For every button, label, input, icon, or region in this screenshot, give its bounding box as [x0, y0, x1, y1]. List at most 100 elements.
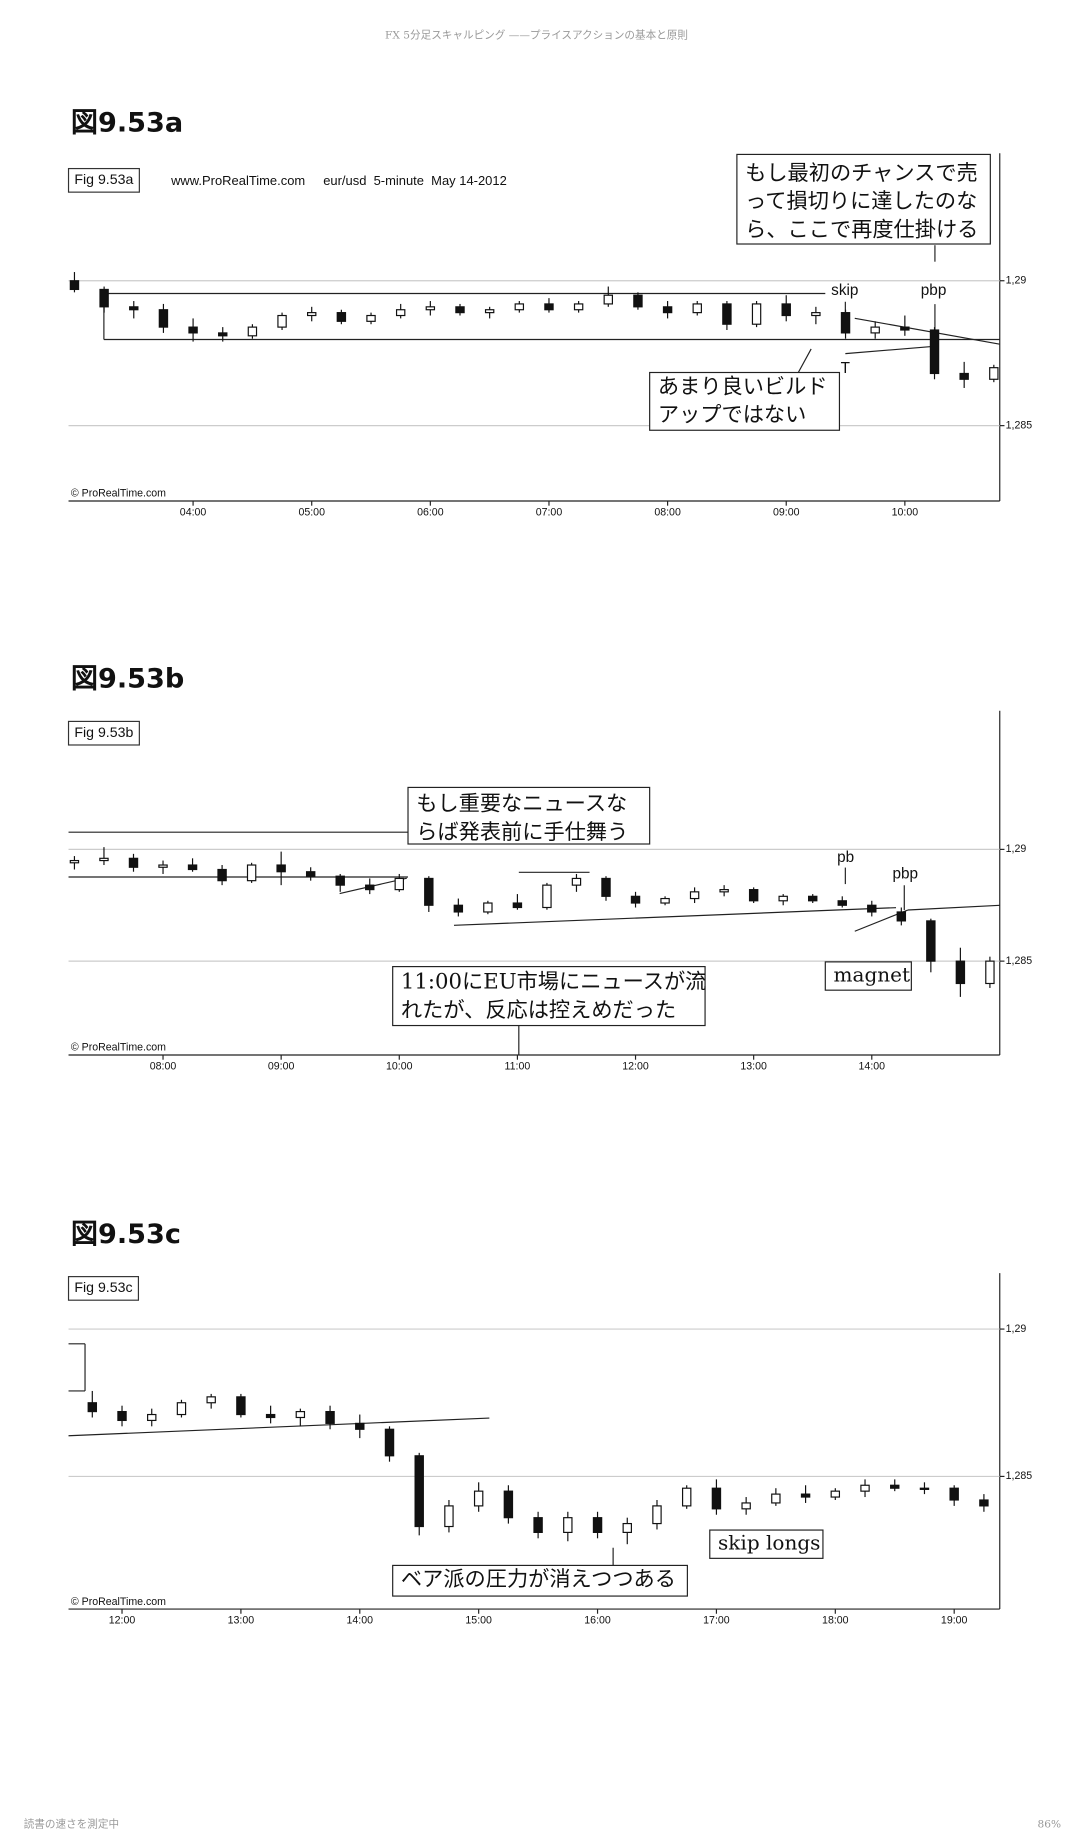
x-tick-label: 07:00	[536, 507, 563, 519]
candle-body	[325, 1410, 335, 1424]
annotation-box	[407, 786, 651, 845]
candle-body	[455, 306, 465, 314]
candle-body	[926, 920, 936, 962]
chart-label-box	[67, 720, 140, 746]
candle-body	[778, 895, 788, 902]
drawn-line	[453, 907, 897, 926]
candle-body	[336, 312, 347, 322]
candle-body	[176, 1402, 187, 1416]
candle-body	[503, 1490, 514, 1519]
annotation-text: pbp	[892, 866, 918, 883]
annotation-text: れたが、反応は控えめだった	[401, 998, 676, 1023]
x-tick-label: 17:00	[703, 1615, 730, 1627]
candle-body	[949, 1487, 959, 1501]
candle-body	[781, 303, 791, 317]
x-tick-label: 18:00	[822, 1615, 849, 1627]
candle-body	[959, 372, 969, 380]
candle-body	[985, 960, 995, 985]
candle-body	[890, 1484, 900, 1489]
candle-body	[128, 857, 139, 868]
chart-label: Fig 9.53c	[74, 1279, 132, 1295]
figure-heading: 図9.53c	[71, 1219, 181, 1250]
candle-body	[453, 904, 464, 913]
candle-body	[800, 1493, 811, 1498]
candle-body	[660, 897, 670, 904]
candle-body	[692, 303, 702, 314]
candle-body	[751, 303, 762, 325]
candle-body	[444, 1505, 454, 1528]
candle-body	[355, 1422, 365, 1430]
reading-progress: 86%	[1038, 1819, 1062, 1831]
candle-body	[630, 895, 641, 904]
chart-label-box	[67, 167, 140, 193]
x-tick-label: 15:00	[465, 1615, 492, 1627]
candle-body	[955, 960, 966, 985]
figure-heading: 図9.53a	[71, 107, 183, 138]
candle-body	[603, 294, 614, 305]
annotation-text: skip longs	[718, 1531, 820, 1555]
candle-body	[394, 877, 404, 891]
candle-body	[748, 889, 759, 902]
candle-body	[206, 1396, 216, 1404]
candle-body	[929, 329, 940, 375]
candle-body	[69, 280, 80, 291]
candle-body	[592, 1517, 603, 1534]
candle-body	[425, 306, 436, 311]
candle-body	[662, 306, 673, 314]
candle-body	[689, 891, 700, 900]
x-tick-label: 10:00	[892, 507, 919, 519]
annotation-text: アップではない	[658, 403, 806, 428]
candle-body	[395, 309, 406, 317]
candle-body	[563, 1517, 573, 1534]
chart-source: www.ProRealTime.com eur/usd 5-minute May…	[170, 173, 507, 188]
annotation-text: もし最初のチャンスで売	[745, 161, 978, 186]
candle-body	[217, 868, 227, 882]
candle-body	[771, 1493, 781, 1504]
candle-body	[483, 902, 493, 913]
candle-body	[808, 895, 818, 902]
figure-heading: 図9.53b	[71, 664, 184, 695]
candle-body	[246, 864, 257, 882]
candle-body	[424, 877, 434, 906]
annotation-box	[392, 966, 706, 1027]
y-tick-label: 1,29	[1006, 843, 1027, 855]
x-tick-label: 06:00	[417, 507, 444, 519]
x-tick-label: 19:00	[941, 1615, 968, 1627]
chart-label-box	[67, 1276, 140, 1301]
candle-body	[601, 877, 611, 897]
candle-body	[542, 884, 552, 909]
candle-body	[840, 312, 851, 334]
candle-body	[722, 303, 732, 325]
annotation-text: 11:00にEU市場にニュースが流	[401, 970, 706, 995]
annotation-box	[824, 961, 912, 991]
running-header: FX 5分足スキャルピング ——プライスアクションの基本と原則	[385, 28, 688, 41]
candle-body	[900, 326, 910, 331]
candle-body	[484, 309, 495, 314]
y-tick-label: 1,285	[1006, 955, 1033, 967]
annotation-box	[709, 1529, 824, 1559]
x-tick-label: 12:00	[109, 1615, 136, 1627]
x-tick-label: 10:00	[386, 1061, 413, 1073]
annotation-text: skip	[831, 282, 858, 299]
candle-body	[711, 1487, 722, 1510]
candle-body	[514, 303, 525, 311]
candle-body	[919, 1487, 930, 1490]
candle-body	[295, 1410, 306, 1419]
candle-body	[277, 314, 287, 328]
candle-body	[276, 864, 286, 873]
annotation-box	[649, 371, 841, 431]
candle-body	[117, 1410, 127, 1422]
annotation-text: ら、ここで再度仕掛ける	[745, 218, 978, 243]
candle-body	[860, 1484, 870, 1492]
candle-body	[870, 326, 880, 334]
candle-body	[622, 1522, 632, 1534]
candle-body	[384, 1428, 395, 1457]
x-tick-label: 08:00	[654, 507, 681, 519]
candle-body	[544, 303, 554, 311]
x-tick-label: 11:00	[505, 1061, 531, 1073]
candle-body	[989, 367, 999, 380]
y-tick-label: 1,29	[1006, 1323, 1027, 1335]
candle-body	[158, 309, 169, 328]
annotation-text: もし重要なニュースな	[416, 792, 627, 817]
